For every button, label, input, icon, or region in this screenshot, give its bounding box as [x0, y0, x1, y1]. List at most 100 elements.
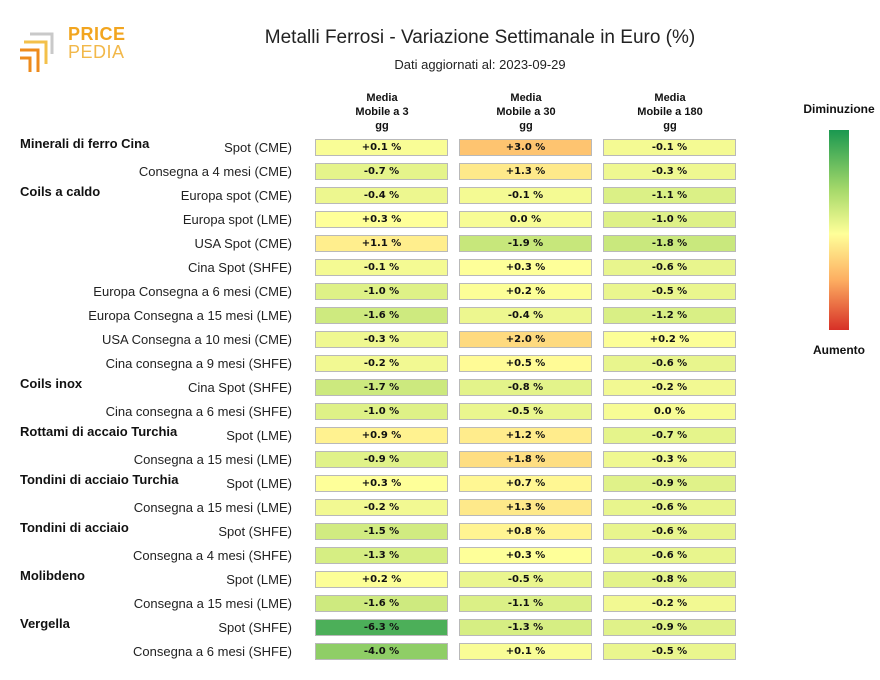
heatmap-cell: -0.8 % [603, 571, 736, 588]
heatmap-cell: +1.1 % [315, 235, 448, 252]
heatmap-cell: -0.6 % [603, 259, 736, 276]
heatmap-cell: 0.0 % [603, 403, 736, 420]
heatmap-cell: -1.3 % [459, 619, 592, 636]
row-label: Cina Spot (SHFE) [187, 260, 292, 275]
row-label: USA Spot (CME) [194, 236, 292, 251]
heatmap-cell: +0.7 % [459, 475, 592, 492]
column-header-line: Media [510, 92, 542, 104]
heatmap-cell: -0.2 % [315, 499, 448, 516]
heatmap-cell: -0.2 % [603, 379, 736, 396]
heatmap-cell: -0.6 % [603, 499, 736, 516]
heatmap-cell: -0.3 % [315, 331, 448, 348]
heatmap-cell: -0.8 % [459, 379, 592, 396]
heatmap-cell: -6.3 % [315, 619, 448, 636]
heatmap-cell: +1.3 % [459, 163, 592, 180]
row-label: Consegna a 6 mesi (SHFE) [133, 644, 292, 659]
heatmap-cell: +2.0 % [459, 331, 592, 348]
row-label: Spot (LME) [226, 572, 292, 587]
heatmap-cell: +0.9 % [315, 427, 448, 444]
heatmap-cell: -0.2 % [603, 595, 736, 612]
heatmap-cell: +0.5 % [459, 355, 592, 372]
group-label: Coils a caldo [20, 184, 101, 199]
heatmap-cell: -0.3 % [603, 163, 736, 180]
group-label: Vergella [20, 616, 70, 631]
heatmap-cell: -1.5 % [315, 523, 448, 540]
column-header-line: gg [519, 120, 533, 132]
legend-bottom-label: Aumento [813, 343, 865, 357]
heatmap-cell: -0.7 % [603, 427, 736, 444]
group-label: Minerali di ferro Cina [20, 136, 150, 151]
heatmap-cell: -0.5 % [459, 403, 592, 420]
heatmap-cell: +1.2 % [459, 427, 592, 444]
heatmap-cell: -1.9 % [459, 235, 592, 252]
heatmap-cell: +3.0 % [459, 139, 592, 156]
heatmap-cell: +0.8 % [459, 523, 592, 540]
row-label: USA Consegna a 10 mesi (CME) [101, 332, 292, 347]
heatmap-cell: +0.1 % [315, 139, 448, 156]
column-header-1: Media Mobile a 3 gg [315, 91, 449, 133]
heatmap-cell: +0.3 % [315, 211, 448, 228]
row-label: Cina consegna a 9 mesi (SHFE) [105, 356, 292, 371]
legend-top-label: Diminuzione [803, 102, 875, 116]
heatmap-cell: -0.6 % [603, 355, 736, 372]
column-header-line: Media [654, 92, 686, 104]
column-header-line: Mobile a 3 [355, 106, 409, 118]
heatmap-cell: -0.5 % [603, 643, 736, 660]
heatmap-cell: -0.9 % [603, 475, 736, 492]
heatmap-cell: +0.3 % [459, 547, 592, 564]
row-label: Spot (CME) [224, 140, 292, 155]
row-label: Europa spot (LME) [182, 212, 292, 227]
heatmap-cell: +0.2 % [315, 571, 448, 588]
group-label: Rottami di accaio Turchia [20, 424, 178, 439]
heatmap-cell: -0.4 % [459, 307, 592, 324]
logo-word-pedia: PEDIA [68, 42, 125, 62]
column-header-line: Mobile a 30 [496, 106, 556, 118]
heatmap-cell: +1.8 % [459, 451, 592, 468]
column-header-2: Media Mobile a 30 gg [459, 91, 593, 133]
heatmap-cell: -1.6 % [315, 307, 448, 324]
column-header-3: Media Mobile a 180 gg [603, 91, 737, 133]
group-label: Tondini di acciaio [20, 520, 129, 535]
row-label: Cina consegna a 6 mesi (SHFE) [105, 404, 292, 419]
heatmap-cell: +0.3 % [459, 259, 592, 276]
heatmap-cell: -1.6 % [315, 595, 448, 612]
group-label: Coils inox [20, 376, 83, 391]
chart-subtitle: Dati aggiornati al: 2023-09-29 [394, 57, 566, 72]
row-label: Europa Consegna a 6 mesi (CME) [93, 284, 292, 299]
heatmap-cell: -1.8 % [603, 235, 736, 252]
heatmap-cell: -0.7 % [315, 163, 448, 180]
heatmap-cell: -0.1 % [603, 139, 736, 156]
group-label: Tondini di acciaio Turchia [20, 472, 179, 487]
group-label: Molibdeno [20, 568, 85, 583]
heatmap-cell: -1.0 % [315, 403, 448, 420]
pricepedia-logo: PRICE PEDIA [18, 24, 128, 76]
row-label: Spot (LME) [226, 428, 292, 443]
heatmap-cell: +0.2 % [603, 331, 736, 348]
heatmap-cell: 0.0 % [459, 211, 592, 228]
heatmap-cell: -0.6 % [603, 523, 736, 540]
heatmap-cell: -1.2 % [603, 307, 736, 324]
row-label: Consegna a 15 mesi (LME) [133, 500, 292, 515]
heatmap-cell: +0.1 % [459, 643, 592, 660]
heatmap-cell: -1.7 % [315, 379, 448, 396]
row-label: Spot (LME) [226, 476, 292, 491]
logo-mark-icon [20, 32, 54, 72]
column-header-line: Media [366, 92, 398, 104]
row-label: Consegna a 4 mesi (SHFE) [133, 548, 292, 563]
row-label: Consegna a 4 mesi (CME) [138, 164, 292, 179]
heatmap-cell: -0.2 % [315, 355, 448, 372]
heatmap-cell: -0.3 % [603, 451, 736, 468]
heatmap-cell: -0.4 % [315, 187, 448, 204]
heatmap-cell: -1.0 % [315, 283, 448, 300]
heatmap-cell: +0.3 % [315, 475, 448, 492]
row-label: Consegna a 15 mesi (LME) [133, 596, 292, 611]
heatmap-cell: -0.9 % [603, 619, 736, 636]
heatmap-cell: +0.2 % [459, 283, 592, 300]
row-label: Consegna a 15 mesi (LME) [133, 452, 292, 467]
chart-title: Metalli Ferrosi - Variazione Settimanale… [264, 27, 696, 48]
row-label: Spot (SHFE) [218, 524, 292, 539]
column-header-line: gg [375, 120, 389, 132]
legend-color-bar [829, 130, 849, 330]
column-header-line: Mobile a 180 [637, 106, 703, 118]
heatmap-cell: -4.0 % [315, 643, 448, 660]
